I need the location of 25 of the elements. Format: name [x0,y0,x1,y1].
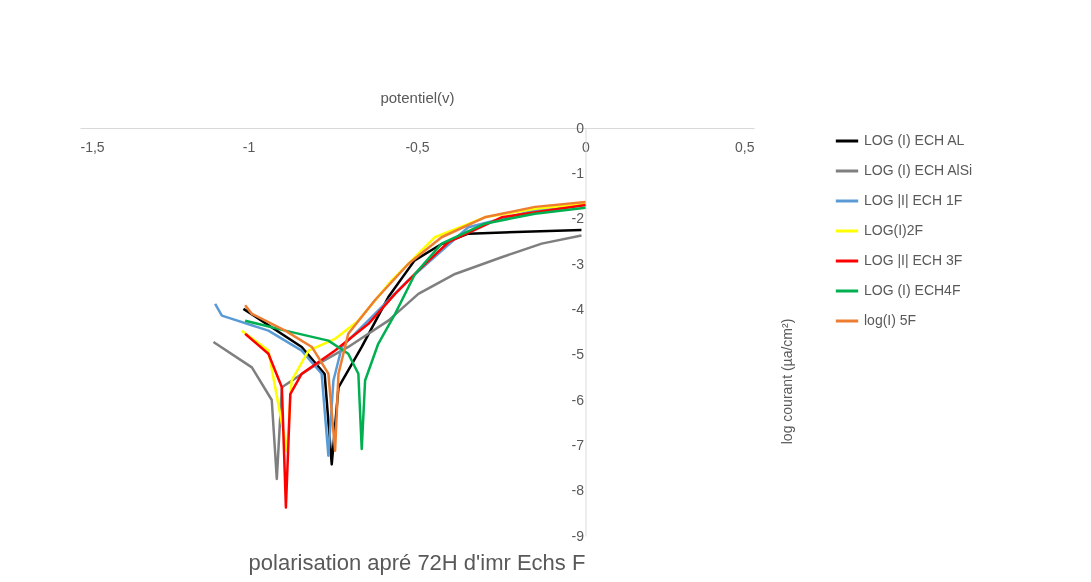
y-tick-label: -2 [571,210,585,227]
y-tick-label: -9 [571,527,585,544]
legend-label: LOG |I| ECH 1F [864,192,963,208]
legend-label: LOG (I) ECH AlSi [864,162,973,178]
y-tick-label: 0 [576,119,585,136]
legend-label: LOG (I) ECH4F [864,282,961,298]
text: polarisation apré 72H d'imr Echs F [248,550,586,575]
y-tick-label: -1 [571,164,585,181]
legend-label: log(I) 5F [864,312,917,328]
y-tick-label: -3 [571,255,585,272]
x-tick-label: -1,5 [80,138,105,155]
y-tick-label: -4 [571,300,585,317]
y-axis-title: log courant (µa/cm²) [778,318,795,445]
y-tick-label: -7 [571,436,585,453]
legend-label: LOG (I) ECH AL [864,132,965,148]
y-tick-label: -8 [571,482,585,499]
y-tick-label: -5 [571,346,585,363]
y-tick-label: -6 [571,391,585,408]
x-tick-label: -1 [242,138,256,155]
legend-label: LOG |I| ECH 3F [864,252,963,268]
legend-label: LOG(I)2F [864,222,924,238]
x-tick-label: -0,5 [405,138,430,155]
x-axis-title: potentiel(v) [380,88,455,106]
line-series [243,203,587,509]
x-tick-label: 0,5 [735,138,755,155]
